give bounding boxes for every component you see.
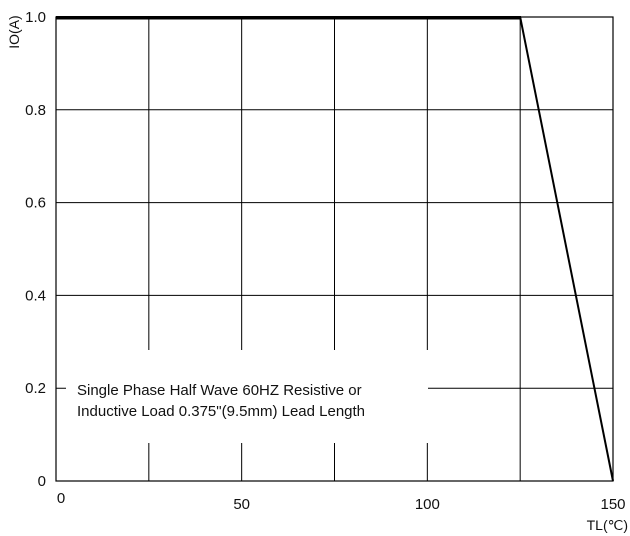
y-tick-label: 1.0 bbox=[25, 9, 46, 26]
annotation-line-2: Inductive Load 0.375"(9.5mm) Lead Length bbox=[77, 403, 365, 420]
annotation-line-1: Single Phase Half Wave 60HZ Resistive or bbox=[77, 382, 362, 399]
y-tick-label: 0.6 bbox=[25, 195, 46, 212]
y-tick-label: 0.2 bbox=[25, 380, 46, 397]
x-tick-label: 100 bbox=[415, 496, 440, 513]
x-tick-label: 50 bbox=[233, 496, 250, 513]
x-tick-labels: 0 50 100 150 bbox=[57, 490, 626, 513]
annotation-box: Single Phase Half Wave 60HZ Resistive or… bbox=[66, 350, 428, 443]
y-axis-label: IO(A) bbox=[6, 15, 22, 48]
y-tick-label: 0.8 bbox=[25, 102, 46, 119]
y-tick-labels: 0 0.2 0.4 0.6 0.8 1.0 bbox=[25, 9, 46, 490]
y-tick-label: 0 bbox=[38, 473, 46, 490]
x-axis-label: TL(℃) bbox=[587, 517, 628, 533]
x-tick-label: 150 bbox=[600, 496, 625, 513]
y-tick-label: 0.4 bbox=[25, 287, 46, 304]
x-tick-label: 0 bbox=[57, 490, 65, 507]
series-layer bbox=[56, 16, 614, 482]
